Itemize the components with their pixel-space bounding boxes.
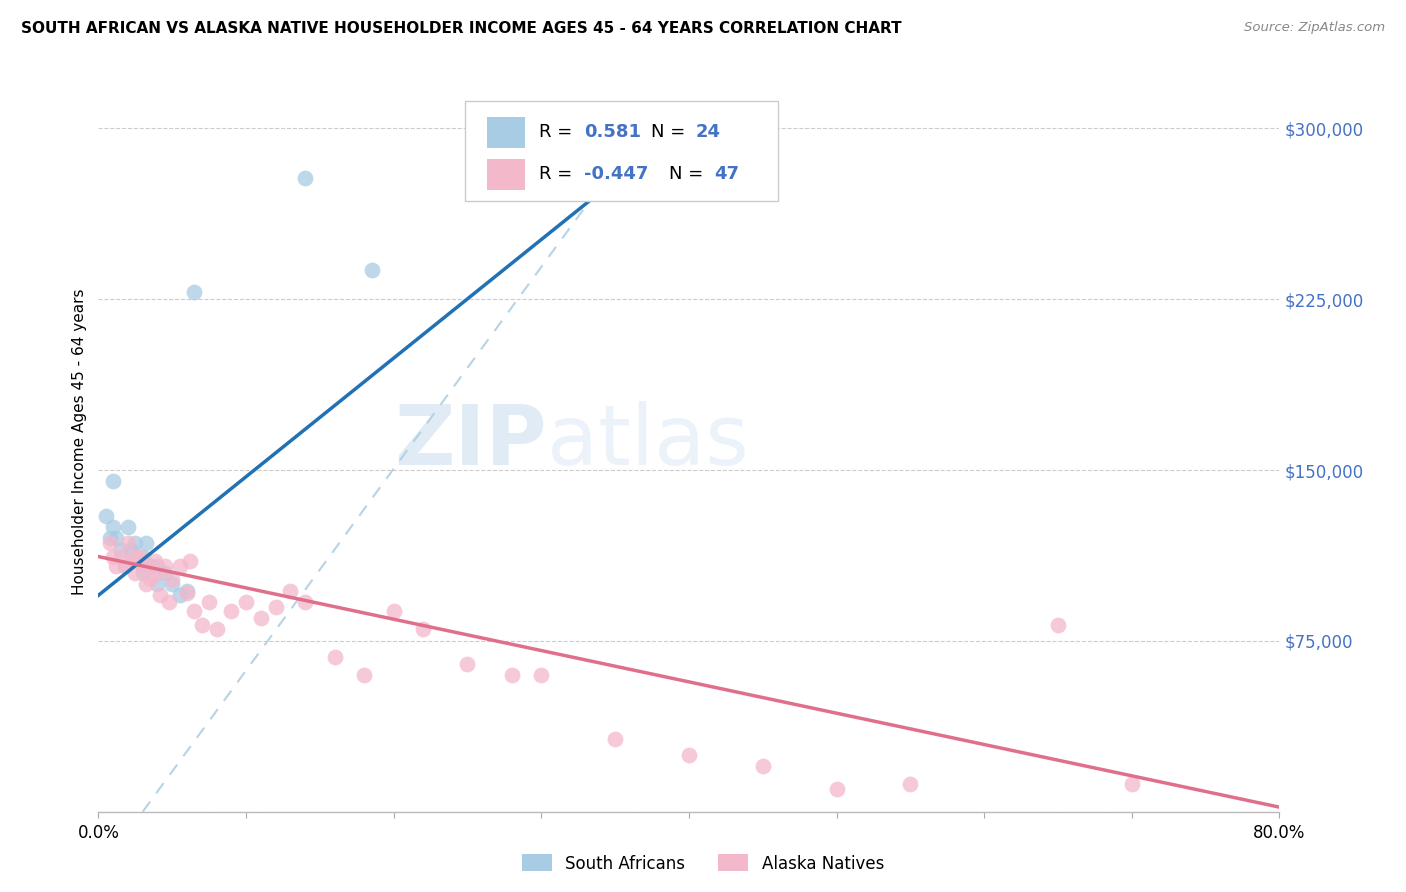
Text: 47: 47: [714, 165, 738, 183]
Point: [900, 777, 922, 791]
Text: N =: N =: [669, 165, 709, 183]
Point: [124, 566, 146, 580]
Point: [162, 577, 183, 591]
Point: [146, 577, 169, 591]
Point: [135, 577, 157, 591]
Point: [139, 558, 162, 573]
Point: [120, 542, 142, 557]
Point: [128, 549, 150, 564]
Point: [183, 285, 205, 300]
Point: [169, 558, 191, 573]
Point: [162, 573, 183, 587]
Point: [183, 604, 205, 618]
Point: [138, 558, 160, 573]
Point: [132, 558, 155, 573]
Point: [501, 668, 523, 682]
Point: [1121, 777, 1143, 791]
Point: [176, 586, 198, 600]
Point: [98, 532, 121, 546]
FancyBboxPatch shape: [464, 101, 778, 201]
Point: [205, 623, 228, 637]
Point: [1046, 618, 1070, 632]
Text: ZIP: ZIP: [395, 401, 547, 482]
Text: atlas: atlas: [547, 401, 749, 482]
Point: [191, 618, 214, 632]
Point: [153, 558, 176, 573]
Point: [179, 554, 201, 568]
Point: [114, 558, 136, 573]
FancyBboxPatch shape: [486, 117, 524, 148]
Point: [135, 536, 157, 550]
Point: [176, 583, 198, 598]
Text: N =: N =: [651, 123, 692, 142]
Point: [124, 536, 146, 550]
Text: R =: R =: [538, 123, 578, 142]
Text: R =: R =: [538, 165, 578, 183]
Point: [132, 549, 155, 564]
Point: [250, 611, 273, 625]
Point: [103, 549, 125, 564]
Legend: South Africans, Alaska Natives: South Africans, Alaska Natives: [515, 847, 891, 880]
Point: [120, 554, 142, 568]
Point: [605, 731, 627, 746]
Point: [678, 747, 700, 762]
Text: -0.447: -0.447: [583, 165, 648, 183]
Text: 24: 24: [696, 123, 721, 142]
Point: [103, 475, 125, 489]
Point: [169, 588, 191, 602]
Point: [146, 566, 169, 580]
Y-axis label: Householder Income Ages 45 - 64 years: Householder Income Ages 45 - 64 years: [72, 288, 87, 595]
Point: [110, 549, 132, 564]
Point: [198, 595, 221, 609]
Point: [360, 262, 382, 277]
Point: [103, 520, 125, 534]
Point: [117, 536, 139, 550]
Point: [124, 554, 146, 568]
Text: Source: ZipAtlas.com: Source: ZipAtlas.com: [1244, 21, 1385, 34]
Point: [146, 558, 169, 573]
Point: [530, 668, 553, 682]
Point: [153, 566, 176, 580]
Point: [294, 595, 316, 609]
Point: [143, 554, 166, 568]
Point: [105, 532, 128, 546]
Point: [132, 566, 155, 580]
Point: [752, 759, 775, 773]
Point: [105, 558, 128, 573]
Point: [149, 588, 172, 602]
Point: [94, 508, 117, 523]
Point: [124, 549, 146, 564]
Point: [139, 573, 162, 587]
Point: [264, 599, 287, 614]
Text: SOUTH AFRICAN VS ALASKA NATIVE HOUSEHOLDER INCOME AGES 45 - 64 YEARS CORRELATION: SOUTH AFRICAN VS ALASKA NATIVE HOUSEHOLD…: [21, 21, 901, 36]
Point: [235, 595, 257, 609]
Point: [221, 604, 243, 618]
Point: [825, 781, 848, 796]
Point: [457, 657, 479, 671]
Point: [412, 623, 434, 637]
Point: [323, 649, 346, 664]
FancyBboxPatch shape: [486, 159, 524, 190]
Point: [114, 558, 136, 573]
Point: [157, 595, 180, 609]
Point: [294, 171, 316, 186]
Point: [353, 668, 375, 682]
Point: [382, 604, 405, 618]
Point: [110, 542, 132, 557]
Point: [280, 583, 302, 598]
Point: [117, 520, 139, 534]
Text: 0.581: 0.581: [583, 123, 641, 142]
Point: [98, 536, 121, 550]
